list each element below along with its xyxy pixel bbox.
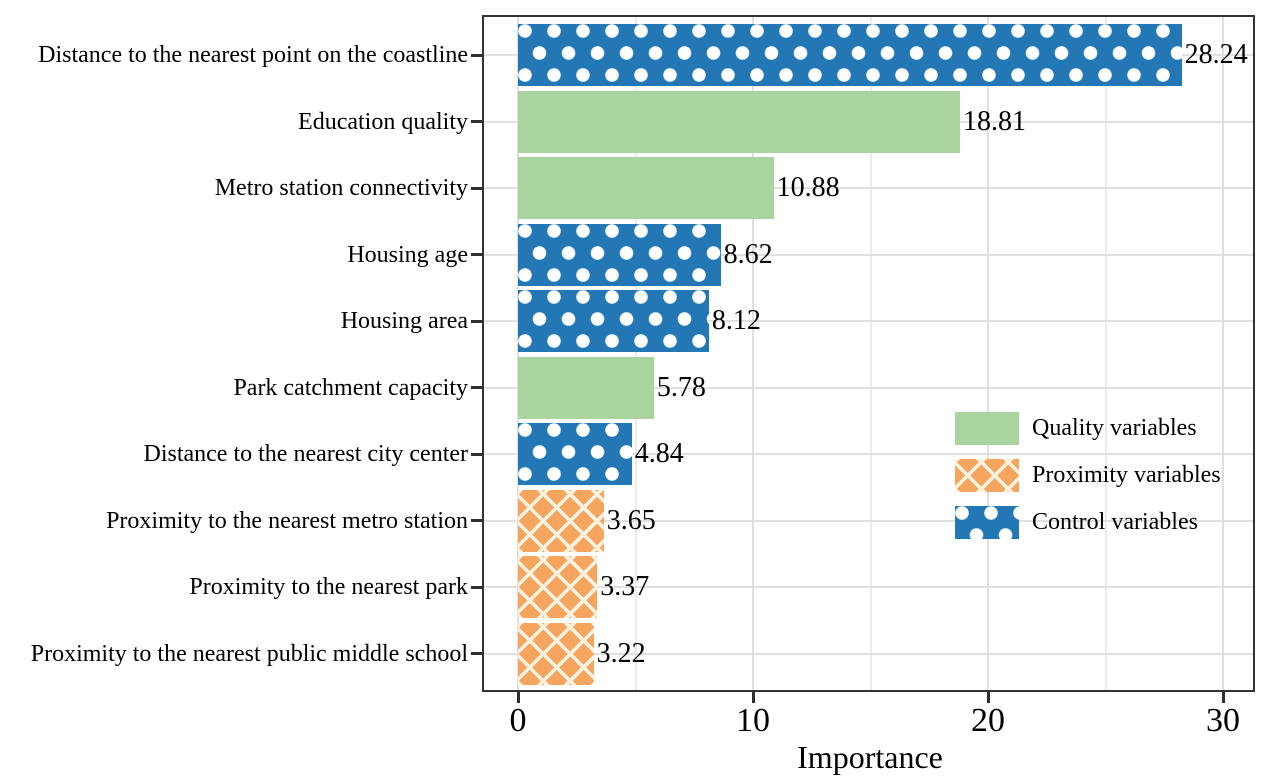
y-axis-tick	[471, 120, 482, 123]
y-gridline	[484, 187, 1253, 189]
legend-item-proximity: Proximity variables	[955, 452, 1221, 499]
y-axis-label: Distance to the nearest point on the coa…	[38, 42, 468, 68]
bar	[518, 489, 604, 552]
bar	[518, 290, 709, 352]
y-axis-label: Proximity to the nearest public middle s…	[30, 640, 468, 667]
y-axis-label: Proximity to the nearest metro station	[106, 507, 468, 534]
y-axis-label: Housing age	[347, 241, 468, 268]
x-axis-tick-label: 0	[509, 702, 527, 739]
legend-swatch-quality	[955, 412, 1019, 445]
bar	[518, 423, 632, 485]
bar	[518, 157, 774, 219]
legend-swatch-control	[955, 506, 1019, 539]
x-axis-tick	[986, 692, 990, 703]
legend: Quality variables Proximity variables Co…	[955, 405, 1221, 546]
bar-value-label: 5.78	[656, 371, 706, 403]
legend-item-control: Control variables	[955, 499, 1221, 546]
y-gridline	[484, 586, 1253, 588]
y-axis-tick	[471, 319, 482, 323]
y-axis-tick	[471, 452, 482, 456]
legend-label-proximity: Proximity variables	[1032, 462, 1221, 488]
y-axis-label: Distance to the nearest city center	[143, 441, 468, 467]
x-axis-tick-label: 20	[971, 702, 1005, 739]
bar-value-label: 4.84	[634, 438, 684, 469]
bar	[518, 622, 594, 685]
x-axis-tick	[1221, 692, 1225, 703]
bar-value-label: 10.88	[776, 172, 840, 203]
bar	[518, 223, 721, 286]
y-axis-label: Metro station connectivity	[214, 175, 468, 201]
y-axis-label: Park catchment capacity	[233, 374, 468, 401]
x-major-gridline	[752, 17, 754, 690]
y-axis-label: Housing area	[340, 308, 468, 334]
y-axis-label: Education quality	[298, 108, 468, 135]
x-major-gridline	[1222, 17, 1224, 690]
bar	[518, 90, 961, 153]
x-axis-title: Importance	[797, 739, 943, 775]
bar-value-label: 3.37	[600, 571, 650, 602]
y-axis-tick	[471, 253, 482, 256]
bar	[518, 356, 654, 419]
bar-value-label: 3.65	[606, 504, 656, 536]
y-axis-tick	[471, 519, 482, 522]
legend-swatch-proximity	[955, 459, 1019, 492]
legend-label-quality: Quality variables	[1032, 415, 1197, 441]
x-axis-tick-label: 10	[736, 702, 770, 739]
y-gridline	[484, 320, 1253, 322]
y-gridline	[484, 453, 1253, 455]
plot-panel: 28.24 18.81 10.88 8.62 8.12 5.78 4.84 3.65 3.37 3…	[482, 15, 1255, 692]
y-axis-tick	[471, 386, 482, 389]
legend-label-control: Control variables	[1032, 509, 1198, 535]
y-axis-tick	[471, 186, 482, 190]
bar	[518, 556, 598, 618]
y-gridline	[484, 652, 1253, 655]
x-axis-tick	[751, 692, 755, 703]
x-minor-gridline	[1104, 17, 1107, 690]
x-minor-gridline	[869, 17, 872, 690]
y-gridline	[484, 519, 1253, 522]
x-major-gridline	[517, 17, 519, 690]
y-axis-tick	[471, 585, 482, 589]
bar-value-label: 8.62	[723, 238, 773, 270]
bar-value-label: 8.12	[711, 305, 761, 336]
bar	[518, 24, 1182, 86]
y-gridline	[484, 253, 1253, 256]
bar-value-label: 28.24	[1184, 39, 1248, 70]
x-minor-gridline	[634, 17, 637, 690]
x-axis-tick	[516, 692, 520, 703]
y-axis-tick	[471, 652, 482, 655]
y-axis-label: Proximity to the nearest park	[189, 574, 468, 600]
legend-item-quality: Quality variables	[955, 405, 1221, 452]
bar-value-label: 18.81	[963, 105, 1027, 137]
x-axis-tick-label: 30	[1206, 702, 1240, 739]
y-axis-tick	[471, 53, 482, 57]
x-major-gridline	[987, 17, 989, 690]
y-gridline	[484, 386, 1253, 389]
bar-value-label: 3.22	[596, 637, 646, 669]
